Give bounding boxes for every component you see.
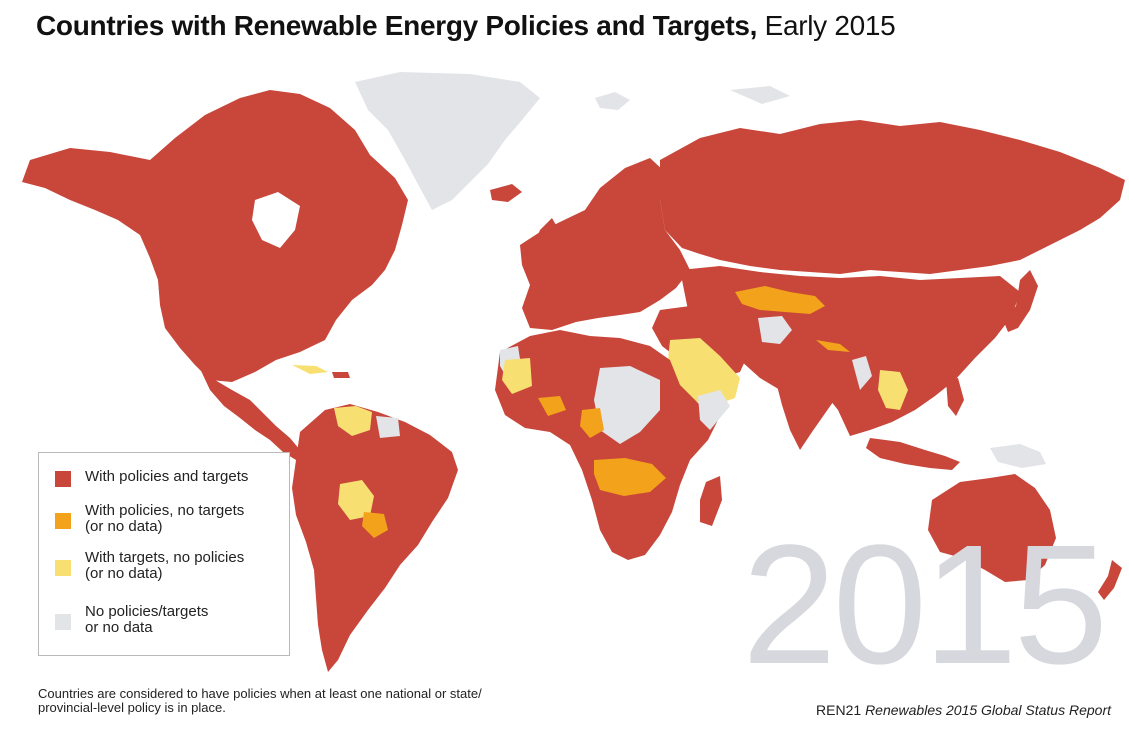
cuba	[292, 365, 328, 374]
myanmar-region	[852, 356, 872, 390]
world-map	[22, 72, 1125, 672]
title-date: Early 2015	[764, 10, 896, 41]
legend-label: With policies and targets	[85, 468, 249, 485]
west-africa-targets	[502, 358, 532, 394]
north-america	[22, 90, 408, 382]
footnote: Countries are considered to have policie…	[38, 687, 482, 715]
legend-label-sub: (or no data)	[85, 518, 163, 535]
legend-label: No policies/targets	[85, 603, 209, 620]
hispaniola	[332, 372, 350, 378]
central-asia	[735, 286, 825, 314]
south-america	[292, 404, 458, 672]
legend-item-targets-no-policies: With targets, no policies (or no data)	[55, 550, 244, 582]
footnote-line-2: provincial-level policy is in place.	[38, 700, 226, 715]
map-legend: With policies and targets With policies,…	[38, 452, 290, 656]
legend-label-sub: (or no data)	[85, 565, 163, 582]
legend-item-policies-targets: With policies and targets	[55, 469, 248, 487]
map-title: Countries with Renewable Energy Policies…	[36, 10, 896, 42]
iceland	[490, 184, 522, 202]
australia	[928, 474, 1056, 582]
title-main: Countries with Renewable Energy Policies…	[36, 10, 758, 41]
legend-item-no-policies: No policies/targets or no data	[55, 604, 208, 636]
legend-label: With targets, no policies	[85, 549, 245, 566]
india	[775, 348, 850, 450]
europe	[520, 158, 690, 330]
africa	[495, 330, 718, 560]
central-africa-grey	[594, 366, 660, 444]
arctic-islands-east	[730, 86, 790, 104]
greenland	[355, 72, 540, 210]
legend-item-policies-no-targets: With policies, no targets (or no data)	[55, 503, 244, 535]
philippines	[946, 378, 964, 416]
southern-africa-orange	[594, 458, 666, 496]
swatch-policies-no-targets	[55, 513, 71, 529]
cameroon-region	[580, 408, 604, 438]
afghanistan	[758, 316, 792, 344]
source-org: REN21	[816, 702, 862, 718]
central-america	[196, 360, 300, 460]
svalbard	[595, 92, 630, 110]
japan	[1004, 270, 1038, 332]
year-watermark: 2015	[742, 510, 1108, 700]
nepal	[816, 340, 850, 352]
hudson-bay	[252, 192, 300, 248]
british-isles	[535, 218, 560, 256]
somalia	[698, 390, 730, 430]
swatch-targets-no-policies	[55, 560, 71, 576]
new-zealand	[1098, 560, 1122, 600]
swatch-no-policies	[55, 614, 71, 630]
venezuela	[334, 406, 372, 436]
legend-label: With policies, no targets	[85, 502, 245, 519]
legend-label-sub: or no data	[85, 619, 153, 636]
source-credit: REN21 Renewables 2015 Global Status Repo…	[816, 702, 1111, 718]
madagascar	[700, 476, 722, 526]
footnote-line-1: Countries are considered to have policie…	[38, 686, 482, 701]
swatch-policies-targets	[55, 471, 71, 487]
source-report: Renewables 2015 Global Status Report	[865, 702, 1111, 718]
indonesia	[866, 438, 960, 470]
russia	[660, 120, 1125, 274]
papua	[990, 444, 1046, 468]
bolivia	[338, 480, 374, 520]
nigeria-region	[538, 396, 566, 416]
arabian-peninsula	[668, 338, 740, 406]
paraguay	[362, 512, 388, 538]
indochina	[878, 370, 908, 410]
guianas	[376, 416, 400, 438]
